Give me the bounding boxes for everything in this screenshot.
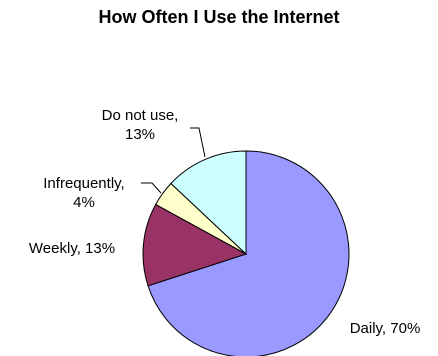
pie-slices [142,150,350,356]
pie-slice-daily [147,150,350,356]
slice-label-infrequently: Infrequently, 4% [43,175,124,211]
leader-lines [141,127,206,194]
slice-label-daily: Daily, 70% [350,320,421,337]
slice-labels: Daily, 70% Weekly, 13% Infrequently, 4% Do n… [29,107,420,337]
chart-title: How Often I Use the Internet [98,7,340,27]
pie-slice-weekly [142,203,248,287]
pie-slice-do-not-use [170,150,247,256]
leader-line-infrequently [141,182,162,194]
slice-label-weekly: Weekly, 13% [29,240,115,257]
leader-line-do-not-use [190,127,206,158]
slice-label-do-not-use: Do not use, 13% [102,107,179,143]
